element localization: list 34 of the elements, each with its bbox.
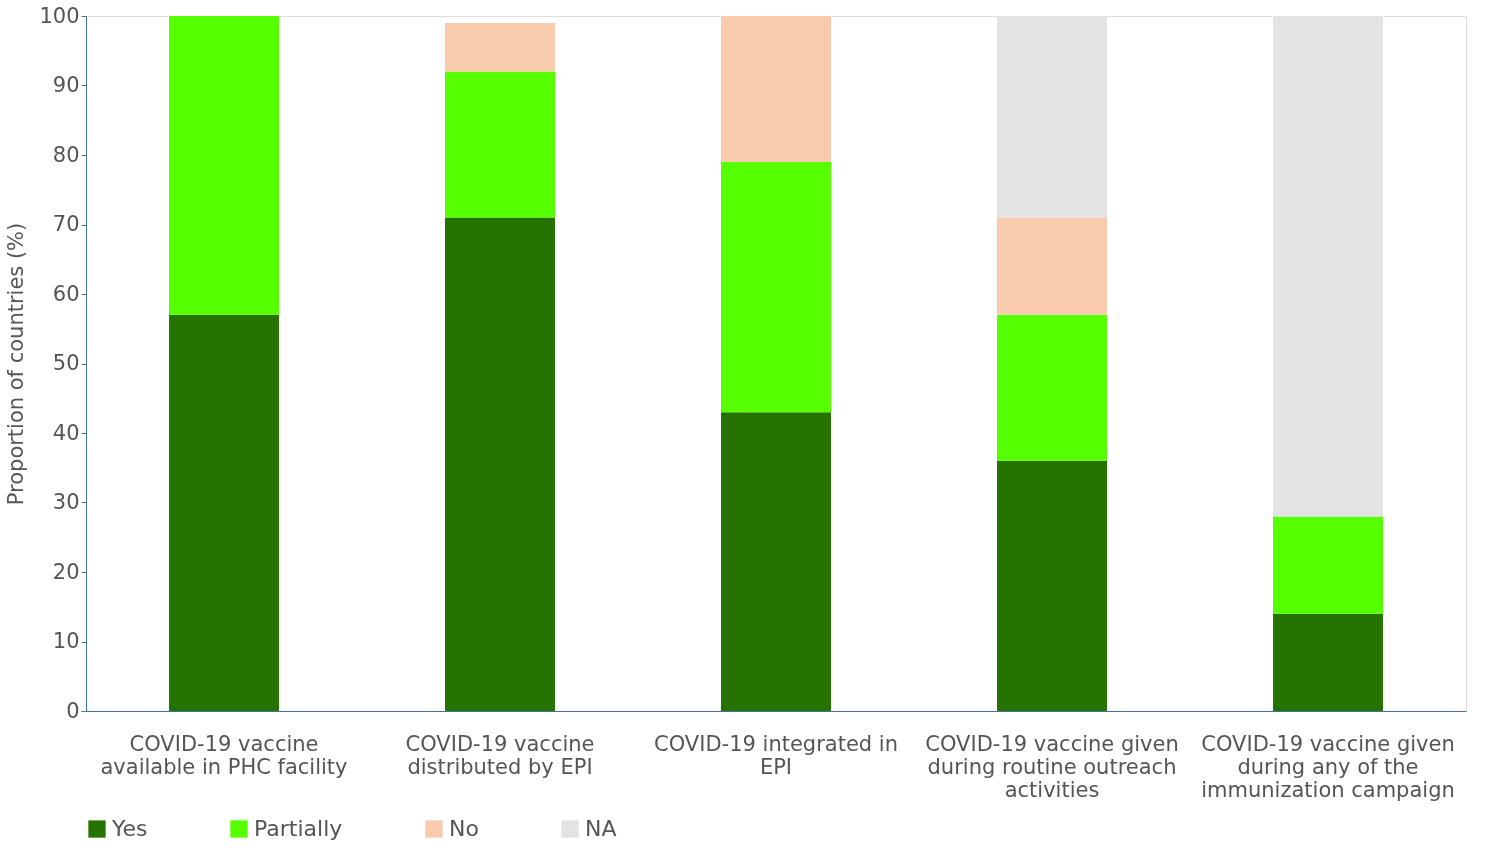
- x-tick-label: COVID-19 vaccine given during routine outreach activities: [925, 731, 1179, 802]
- bar: [169, 314, 279, 711]
- y-tick-label: 10: [52, 629, 80, 653]
- y-tick-label: 100: [39, 3, 80, 28]
- bar: [997, 217, 1107, 315]
- legend-label: No: [449, 816, 479, 841]
- bar: [721, 161, 831, 413]
- y-tick-label: 20: [52, 559, 80, 584]
- y-tick-label: 60: [52, 281, 80, 306]
- bar: [997, 460, 1107, 711]
- y-tick-label: 30: [52, 490, 80, 514]
- bar: [445, 71, 555, 218]
- legend-label: NA: [585, 816, 617, 841]
- legend-label: Yes: [111, 816, 148, 841]
- x-tick-label: COVID-19 vaccine given during any of the immunization campaign: [1201, 731, 1455, 802]
- y-tick-label: 50: [52, 351, 80, 375]
- bar: [721, 16, 831, 162]
- y-tick-label: 40: [52, 420, 80, 445]
- y-tick-label: 70: [52, 212, 80, 236]
- y-tick-label: 90: [52, 73, 80, 97]
- legend-label: Partially: [254, 816, 343, 841]
- bar: [1273, 516, 1383, 614]
- x-tick-label: COVID-19 vaccine available in PHC facility: [100, 731, 348, 779]
- bar: [445, 217, 555, 711]
- bar: [997, 314, 1107, 461]
- y-axis-title: Proportion of countries (%): [4, 222, 29, 506]
- x-tick-label: COVID-19 vaccine distributed by EPI: [405, 731, 595, 779]
- bar: [1273, 613, 1383, 711]
- y-tick-label: 0: [66, 698, 80, 723]
- bar: [721, 412, 831, 711]
- bar: [445, 22, 555, 72]
- bar: [169, 16, 279, 315]
- y-tick-label: 80: [52, 142, 80, 167]
- x-tick-label: COVID-19 integrated in EPI: [654, 731, 898, 779]
